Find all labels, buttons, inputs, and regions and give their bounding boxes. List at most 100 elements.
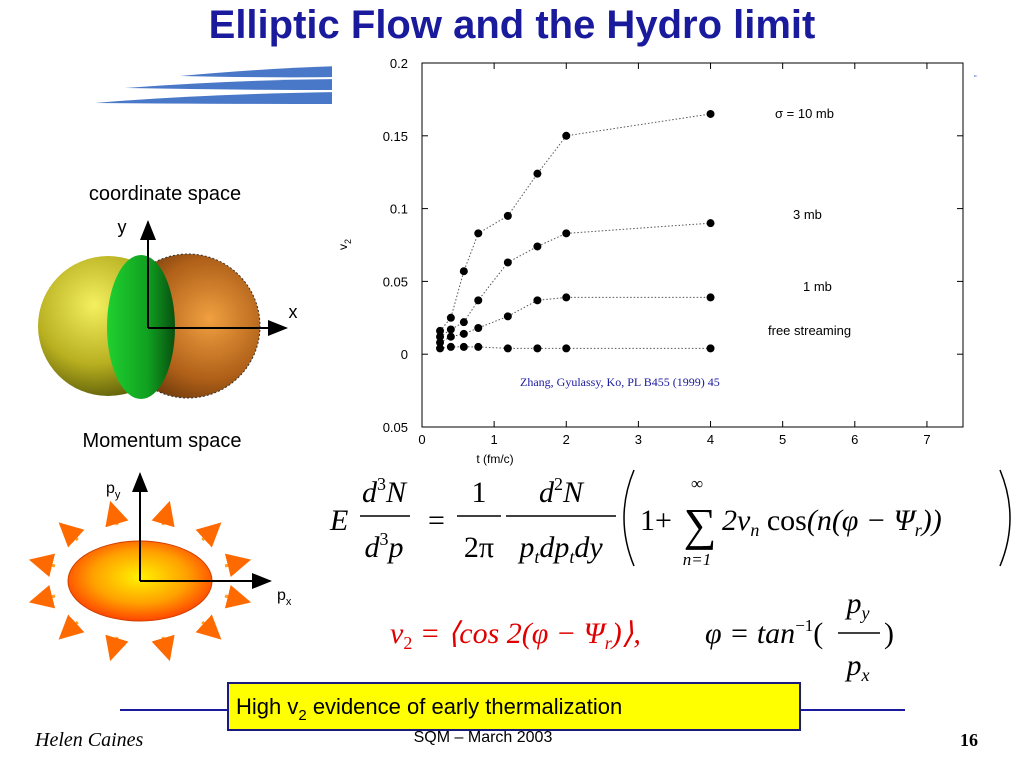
y-tick-label: 0.05 bbox=[383, 420, 408, 435]
text-part: dy bbox=[574, 531, 603, 564]
text-part: p bbox=[277, 587, 286, 604]
superscript: 3 bbox=[377, 474, 386, 494]
x-tick-label: 3 bbox=[635, 432, 642, 447]
text-part: d bbox=[539, 476, 555, 509]
text-part: 2v bbox=[722, 504, 751, 537]
momentum-arrow bbox=[28, 585, 56, 609]
y-tick-label: 0.05 bbox=[383, 274, 408, 289]
data-point bbox=[459, 342, 468, 351]
formula-text: px bbox=[845, 649, 870, 685]
momentum-arrow bbox=[151, 634, 175, 662]
data-point bbox=[436, 344, 445, 353]
y-tick-label: 0.15 bbox=[383, 129, 408, 144]
subscript: t bbox=[569, 547, 575, 567]
x-tick-label: 6 bbox=[851, 432, 858, 447]
data-point bbox=[474, 323, 483, 332]
subscript: 2 bbox=[298, 707, 306, 724]
momentum-arrow bbox=[195, 614, 222, 640]
subscript: 2 bbox=[343, 239, 353, 244]
y-tick-label: 0.2 bbox=[390, 56, 408, 71]
data-point bbox=[706, 219, 715, 228]
data-point bbox=[562, 344, 571, 353]
text-part: dp bbox=[539, 531, 569, 564]
data-point bbox=[474, 296, 483, 305]
text-part: φ = tan bbox=[705, 617, 795, 650]
fit-curve bbox=[439, 222, 711, 338]
formula-text: d3N bbox=[362, 474, 408, 509]
data-point bbox=[562, 229, 571, 238]
text-part: d bbox=[362, 476, 378, 509]
page-number: 16 bbox=[960, 730, 978, 750]
text-part: p bbox=[387, 531, 404, 564]
fit-curve bbox=[439, 113, 711, 332]
data-point bbox=[503, 344, 512, 353]
y-axis-title: v2 bbox=[336, 239, 353, 250]
slide-title: Elliptic Flow and the Hydro limit bbox=[209, 3, 816, 47]
data-point bbox=[533, 296, 542, 305]
data-point bbox=[533, 344, 542, 353]
formula-text: 1 bbox=[472, 476, 487, 509]
x-tick-label: 4 bbox=[707, 432, 714, 447]
section-label: Momentum space bbox=[83, 430, 242, 452]
data-point bbox=[706, 109, 715, 118]
series-label: 3 mb bbox=[793, 207, 822, 222]
momentum-arrow bbox=[224, 553, 252, 577]
formula-text: 1+ bbox=[640, 504, 672, 537]
formula-text: ∞ bbox=[691, 474, 703, 493]
coordinate-space-figure bbox=[38, 220, 288, 399]
highlight-text: High v2 evidence of early thermalization bbox=[236, 694, 622, 724]
subscript: r bbox=[605, 633, 613, 653]
footer-event: SQM – March 2003 bbox=[414, 729, 553, 746]
formula-text: d2N bbox=[539, 474, 585, 509]
formula-1: E d3N d3p = 1 2π d2N ptdptdy 1+ ∑ ∞ n=1 … bbox=[329, 469, 1011, 569]
plot-frame bbox=[421, 62, 964, 428]
data-point bbox=[459, 318, 468, 327]
formula-text: ptdptdy bbox=[517, 531, 603, 567]
data-point bbox=[533, 169, 542, 178]
formula-text: n=1 bbox=[683, 550, 711, 569]
momentum-arrow bbox=[58, 614, 85, 640]
x-tick-label: 7 bbox=[923, 432, 930, 447]
text-part: d bbox=[365, 531, 381, 564]
data-point bbox=[446, 342, 455, 351]
data-point bbox=[706, 293, 715, 302]
text-part: )⟩, bbox=[610, 617, 641, 650]
data-point bbox=[459, 329, 468, 338]
text-part: v bbox=[390, 617, 404, 650]
section-label: coordinate space bbox=[89, 183, 241, 205]
axis-label: x bbox=[289, 302, 298, 322]
formula-text: E bbox=[329, 504, 348, 537]
text-part: cos bbox=[759, 504, 807, 537]
data-point bbox=[474, 342, 483, 351]
text-part: ( bbox=[813, 617, 823, 650]
axis-label: py bbox=[106, 480, 121, 501]
text-part: evidence of early thermalization bbox=[307, 694, 623, 719]
data-point bbox=[436, 326, 445, 335]
subscript: r bbox=[915, 520, 923, 540]
text-part: p bbox=[845, 649, 862, 682]
series-label: 1 mb bbox=[803, 279, 832, 294]
formula-text: φ = tan−1( bbox=[705, 616, 823, 650]
text-part: = ⟨cos 2(φ − Ψ bbox=[412, 617, 607, 650]
data-point bbox=[474, 229, 483, 238]
x-tick-label: 5 bbox=[779, 432, 786, 447]
data-point bbox=[533, 242, 542, 251]
subscript: t bbox=[534, 547, 540, 567]
superscript: 3 bbox=[380, 529, 389, 549]
data-point bbox=[446, 313, 455, 322]
text-part: v bbox=[336, 244, 350, 250]
formula-text: v2 = ⟨cos 2(φ − Ψr)⟩, bbox=[390, 617, 641, 653]
data-point bbox=[503, 211, 512, 220]
x-tick-label: 0 bbox=[418, 432, 425, 447]
subscript: 2 bbox=[403, 633, 412, 653]
data-point bbox=[446, 332, 455, 341]
formula-text: d3p bbox=[365, 529, 404, 564]
text-part: (n(φ − Ψ bbox=[807, 504, 918, 537]
series-label: free streaming bbox=[768, 323, 851, 338]
momentum-arrow bbox=[195, 522, 222, 548]
subscript: n bbox=[750, 520, 759, 540]
text-part: p bbox=[845, 587, 862, 620]
subscript: y bbox=[115, 489, 121, 501]
